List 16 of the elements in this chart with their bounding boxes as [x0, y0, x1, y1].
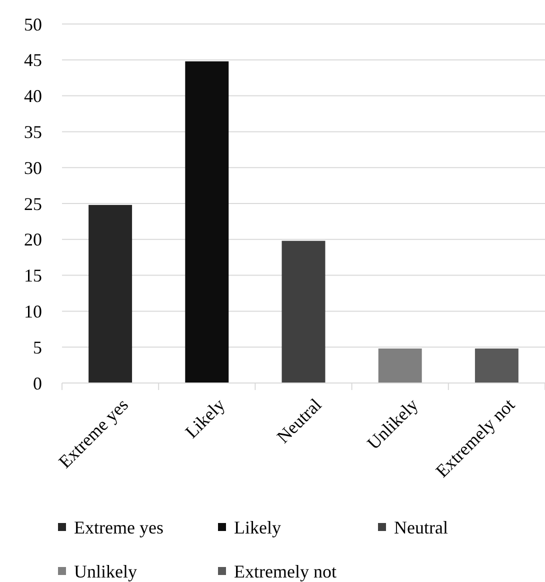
y-tick-label: 5: [33, 337, 42, 358]
y-tick-label: 20: [24, 230, 42, 250]
legend-label: Extremely not: [234, 561, 336, 582]
y-tick-label: 10: [24, 302, 42, 322]
y-tick-label: 30: [24, 158, 42, 178]
y-tick-label: 15: [24, 266, 42, 286]
y-tick-label: 25: [24, 194, 42, 214]
legend-label: Extreme yes: [74, 517, 164, 538]
legend-label: Neutral: [394, 517, 448, 538]
y-tick-label: 35: [24, 122, 42, 142]
y-tick-label: 40: [24, 86, 42, 106]
y-tick-label: 50: [24, 14, 42, 34]
legend-label: Unlikely: [74, 561, 137, 582]
y-tick-label: 0: [33, 373, 42, 394]
legend-label: Likely: [234, 517, 281, 538]
y-tick-label: 45: [24, 50, 42, 70]
